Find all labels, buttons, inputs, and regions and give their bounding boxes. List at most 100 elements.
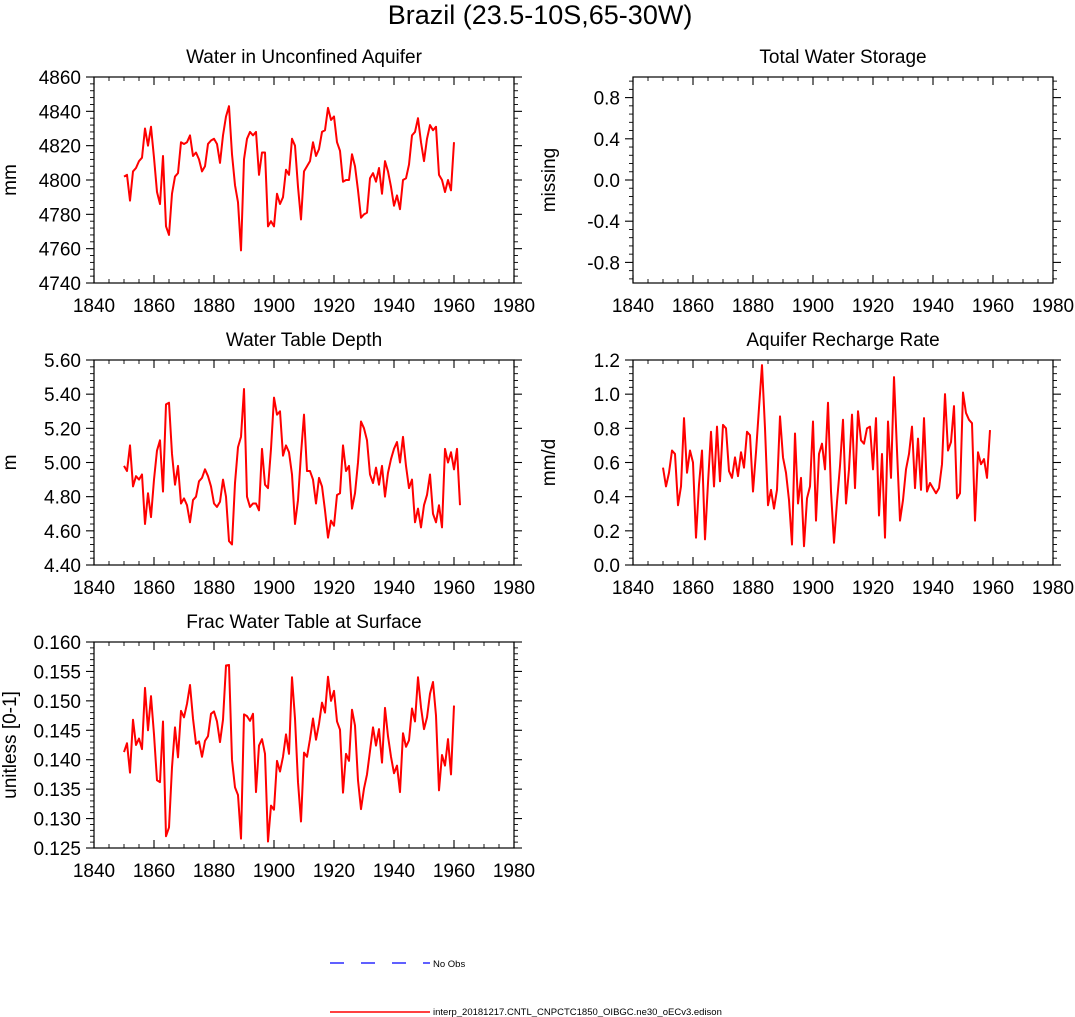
panel-title: Frac Water Table at Surface xyxy=(186,612,422,633)
x-tick-label: 1940 xyxy=(373,861,415,882)
y-tick-label: -0.8 xyxy=(587,253,620,274)
x-tick-label: 1880 xyxy=(193,578,235,599)
x-tick-label: 1900 xyxy=(253,296,295,317)
x-tick-label: 1940 xyxy=(912,578,954,599)
x-tick-label: 1980 xyxy=(493,861,535,882)
x-tick-label: 1980 xyxy=(493,578,535,599)
x-tick-label: 1860 xyxy=(133,861,175,882)
x-tick-label: 1920 xyxy=(313,296,355,317)
panel-title: Water Table Depth xyxy=(226,330,382,351)
x-tick-label: 1920 xyxy=(313,861,355,882)
y-tick-label: 1.2 xyxy=(594,351,620,372)
panel-title: Total Water Storage xyxy=(759,47,926,68)
x-tick-label: 1960 xyxy=(972,296,1014,317)
y-axis-label: missing xyxy=(539,148,560,212)
x-tick-label: 1920 xyxy=(852,296,894,317)
y-tick-label: 4.40 xyxy=(44,556,81,577)
y-tick-label: 0.8 xyxy=(594,419,620,440)
plot-frame xyxy=(93,641,515,849)
y-tick-label: 5.40 xyxy=(44,385,81,406)
y-axis-label: mm xyxy=(0,164,21,196)
y-tick-label: 5.20 xyxy=(44,419,81,440)
y-tick-label: 0.150 xyxy=(33,692,81,713)
x-tick-label: 1960 xyxy=(972,578,1014,599)
y-tick-label: 4.60 xyxy=(44,522,81,543)
x-tick-label: 1880 xyxy=(732,578,774,599)
x-tick-label: 1940 xyxy=(912,296,954,317)
y-tick-label: 0.160 xyxy=(33,633,81,654)
x-tick-label: 1900 xyxy=(253,578,295,599)
y-tick-label: 0.6 xyxy=(594,454,620,475)
series-line-model xyxy=(662,364,991,548)
y-axis-label: m xyxy=(0,455,21,471)
y-tick-label: 1.0 xyxy=(594,385,620,406)
y-tick-label: 4800 xyxy=(39,171,81,192)
plot-frame xyxy=(632,76,1054,284)
x-tick-label: 1860 xyxy=(133,296,175,317)
y-tick-label: -0.4 xyxy=(587,212,620,233)
panel-wtd: Water Table Depth m 1840 1860 1880 1900 1920 19… xyxy=(0,330,535,599)
panel-frac: Frac Water Table at Surface unitless [0-1… xyxy=(0,612,535,882)
y-tick-label: 0.135 xyxy=(33,780,81,801)
x-tick-label: 1880 xyxy=(193,861,235,882)
x-tick-label: 1960 xyxy=(433,861,475,882)
x-tick-label: 1860 xyxy=(672,296,714,317)
panel-title: Aquifer Recharge Rate xyxy=(746,330,939,351)
y-tick-label: 4840 xyxy=(39,102,81,123)
x-tick-label: 1940 xyxy=(373,578,415,599)
x-tick-label: 1960 xyxy=(433,578,475,599)
panels: Water in Unconfined Aquifer mm 1840 1860 188… xyxy=(0,47,1074,882)
y-tick-label: 0.125 xyxy=(33,839,81,860)
y-tick-label: 4860 xyxy=(39,68,81,89)
y-tick-label: 0.0 xyxy=(594,171,620,192)
y-axis-label: mm/d xyxy=(539,439,560,487)
x-tick-label: 1940 xyxy=(373,296,415,317)
y-tick-label: 4740 xyxy=(39,274,81,295)
y-tick-label: 5.60 xyxy=(44,351,81,372)
y-tick-label: 0.4 xyxy=(594,130,621,151)
y-tick-label: 4760 xyxy=(39,240,81,261)
figure-title: Brazil (23.5-10S,65-30W) xyxy=(388,0,693,30)
y-tick-label: 0.155 xyxy=(33,662,81,683)
x-tick-label: 1880 xyxy=(193,296,235,317)
panel-tws: Total Water Storage missing 1840 1860 1880 19… xyxy=(539,47,1074,317)
y-tick-label: 4.80 xyxy=(44,488,81,509)
x-tick-label: 1840 xyxy=(73,296,115,317)
x-tick-label: 1840 xyxy=(612,296,654,317)
y-tick-label: 4820 xyxy=(39,137,81,158)
series-line-model xyxy=(123,663,455,843)
x-tick-label: 1980 xyxy=(1032,578,1074,599)
x-tick-label: 1920 xyxy=(852,578,894,599)
y-tick-label: 0.140 xyxy=(33,751,81,772)
panel-title: Water in Unconfined Aquifer xyxy=(186,47,423,68)
x-tick-label: 1900 xyxy=(792,578,834,599)
x-tick-label: 1960 xyxy=(433,296,475,317)
plot-frame xyxy=(93,359,515,566)
series-line-model xyxy=(123,388,461,546)
legend: No Obs interp_20181217.CNTL_CNPCTC1850_O… xyxy=(330,959,722,1017)
y-tick-label: 0.2 xyxy=(594,522,620,543)
x-tick-label: 1980 xyxy=(1032,296,1074,317)
x-tick-label: 1920 xyxy=(313,578,355,599)
x-tick-label: 1840 xyxy=(612,578,654,599)
x-tick-label: 1900 xyxy=(253,861,295,882)
y-tick-label: 0.130 xyxy=(33,810,81,831)
x-tick-label: 1860 xyxy=(133,578,175,599)
y-tick-label: 0.4 xyxy=(594,488,621,509)
panel-unconfined: Water in Unconfined Aquifer mm 1840 1860 188… xyxy=(0,47,535,317)
x-tick-label: 1900 xyxy=(792,296,834,317)
panel-recharge: Aquifer Recharge Rate mm/d 1840 1860 1880 190… xyxy=(539,330,1074,599)
x-tick-label: 1980 xyxy=(493,296,535,317)
y-tick-label: 0.0 xyxy=(594,556,620,577)
x-tick-label: 1860 xyxy=(672,578,714,599)
y-axis-label: unitless [0-1] xyxy=(0,691,21,799)
x-tick-label: 1880 xyxy=(732,296,774,317)
legend-model-label: interp_20181217.CNTL_CNPCTC1850_OIBGC.ne… xyxy=(433,1007,722,1017)
x-tick-label: 1840 xyxy=(73,578,115,599)
legend-obs-label: No Obs xyxy=(433,959,465,970)
series-line-model xyxy=(123,105,455,252)
y-tick-label: 5.00 xyxy=(44,454,81,475)
y-tick-label: 4780 xyxy=(39,205,81,226)
y-tick-label: 0.8 xyxy=(594,89,620,110)
